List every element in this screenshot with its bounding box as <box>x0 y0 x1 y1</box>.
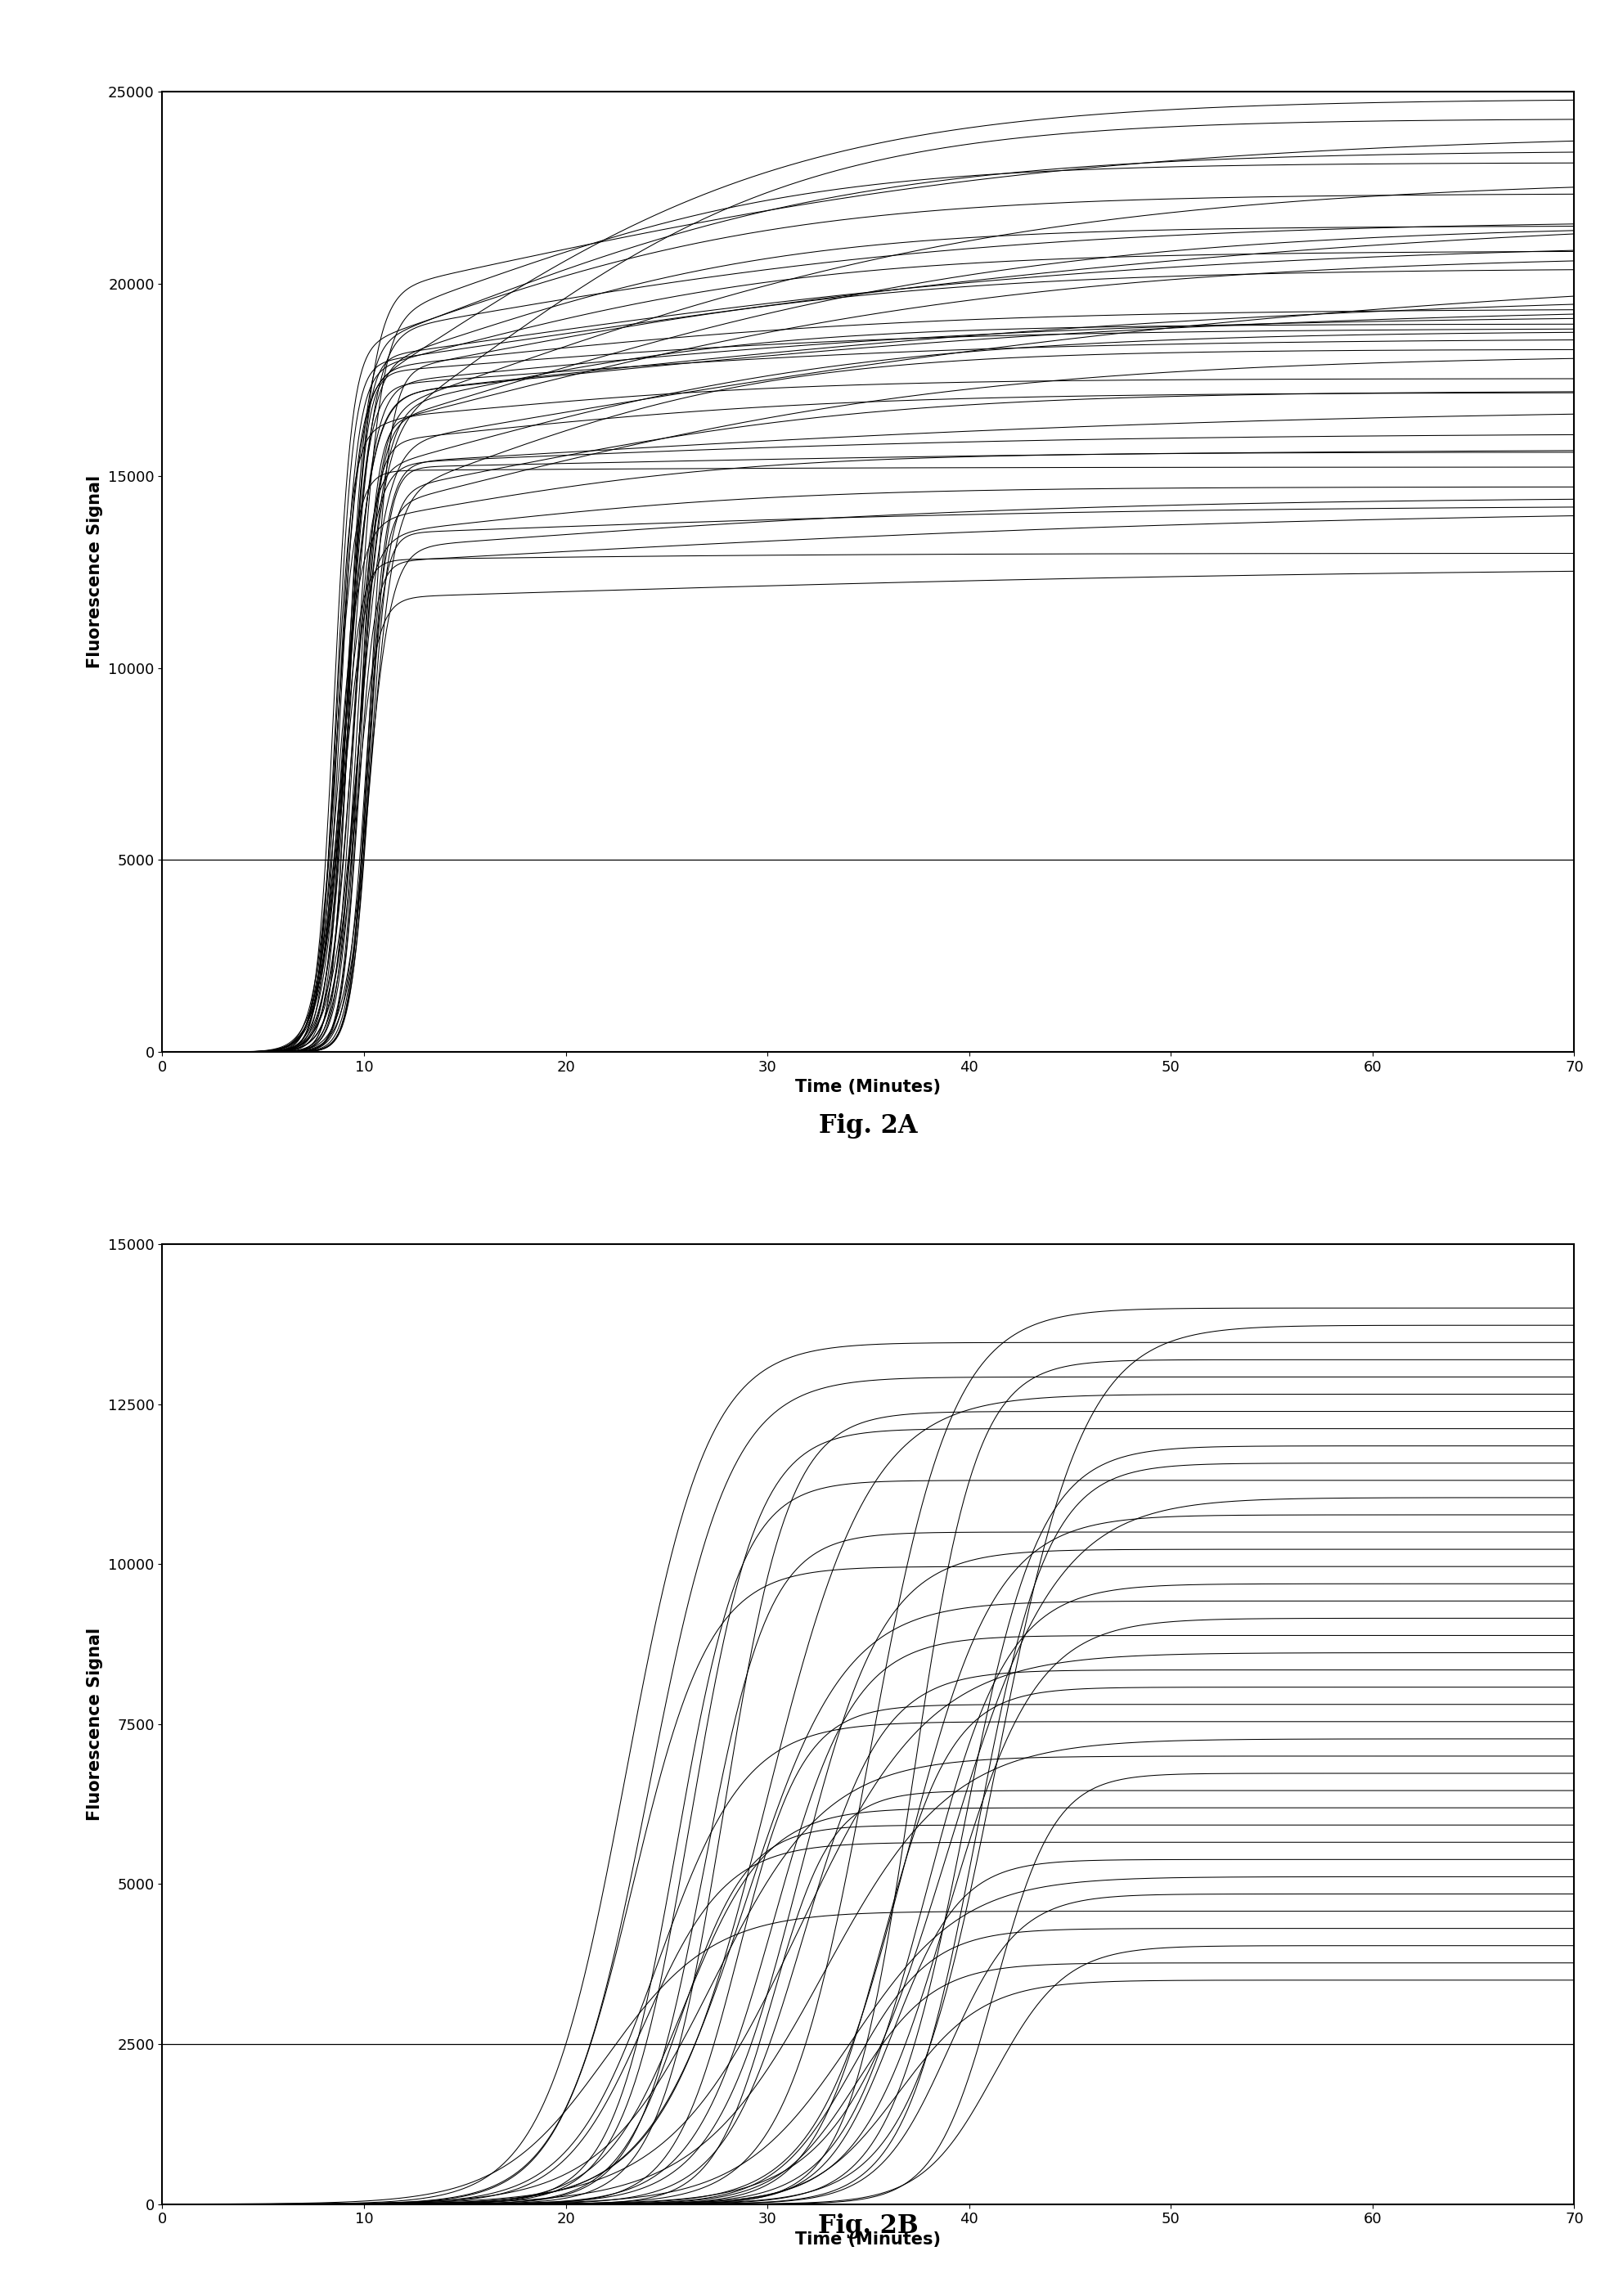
X-axis label: Time (Minutes): Time (Minutes) <box>795 2232 941 2248</box>
Text: Fig. 2A: Fig. 2A <box>820 1114 917 1139</box>
Y-axis label: Fluorescence Signal: Fluorescence Signal <box>88 475 104 668</box>
Text: Fig. 2B: Fig. 2B <box>818 2213 919 2239</box>
X-axis label: Time (Minutes): Time (Minutes) <box>795 1079 941 1095</box>
Y-axis label: Fluorescence Signal: Fluorescence Signal <box>88 1628 104 1821</box>
